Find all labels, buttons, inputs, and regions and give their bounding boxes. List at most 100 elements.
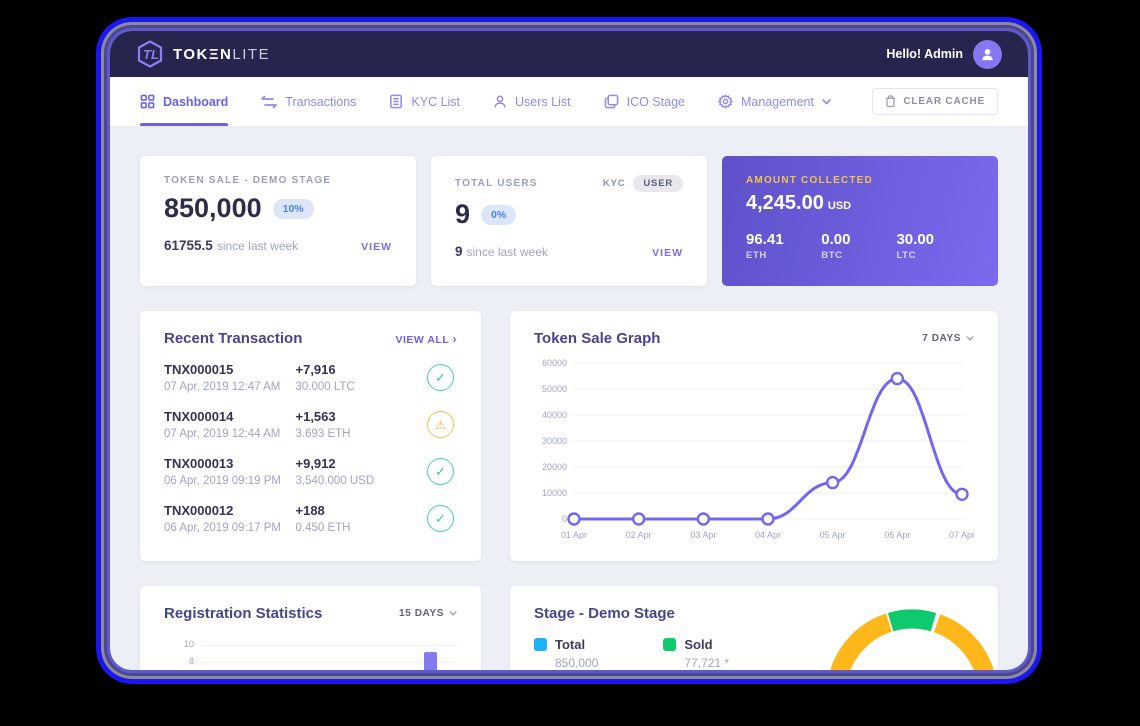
tab-label: Transactions	[285, 94, 357, 109]
token-sale-graph-title: Token Sale Graph	[534, 330, 661, 347]
tab-dashboard[interactable]: Dashboard	[140, 77, 229, 126]
tx-id: TNX000013	[164, 456, 234, 471]
amount-btc: 0.00 BTC	[821, 231, 851, 261]
tab-users-list[interactable]: Users List	[493, 77, 571, 126]
amount-collected-title: AMOUNT COLLECTED	[746, 175, 873, 186]
middle-row: Recent Transaction VIEW ALL › TNX000015 0…	[140, 311, 998, 561]
registration-range-label: 15 DAYS	[399, 608, 444, 619]
legend-sold: Sold 77,721 *	[663, 637, 729, 670]
token-sale-view-link[interactable]: VIEW	[361, 241, 392, 253]
svg-text:30000: 30000	[542, 436, 567, 446]
tx-amount: +7,916	[295, 362, 336, 377]
status-success-icon: ✓	[427, 364, 454, 391]
transaction-row[interactable]: TNX000013 06 Apr, 2019 09:19 PM +9,912 3,5…	[164, 456, 457, 487]
tx-date: 07 Apr, 2019 12:44 AM	[164, 428, 281, 440]
token-sale-badge: 10%	[272, 198, 314, 219]
token-sale-line-chart: 0 10000 20000 30000 40000 50000 60000 01 Apr 02 …	[542, 358, 975, 540]
status-success-icon: ✓	[427, 505, 454, 532]
stage-demo-title: Stage - Demo Stage	[534, 605, 675, 622]
top-navbar: TL TOKΞNLITE Hello! Admin	[110, 31, 1028, 77]
total-users-view-link[interactable]: VIEW	[652, 247, 683, 259]
grid-icon	[140, 94, 155, 109]
tx-date: 07 Apr, 2019 12:47 AM	[164, 381, 281, 393]
list-icon	[390, 94, 403, 109]
tx-amount: +1,563	[295, 409, 336, 424]
svg-text:05 Apr: 05 Apr	[820, 530, 846, 540]
transaction-row[interactable]: TNX000014 07 Apr, 2019 12:44 AM +1,563 3.6…	[164, 409, 457, 440]
legend-total: Total 850,000	[534, 637, 598, 670]
greeting-text: Hello! Admin	[886, 47, 963, 61]
clear-cache-label: CLEAR CACHE	[903, 96, 985, 107]
total-users-value: 9	[455, 199, 471, 229]
avatar[interactable]	[973, 39, 1002, 69]
toggle-kyc[interactable]: KYC	[602, 178, 626, 189]
token-sale-value: 850,000	[164, 193, 262, 223]
chevron-down-icon	[449, 611, 457, 616]
registration-statistics-card: Registration Statistics 15 DAYS 10 8	[140, 586, 481, 670]
transaction-row[interactable]: TNX000015 07 Apr, 2019 12:47 AM +7,916 30.…	[164, 362, 457, 393]
tx-detail: 3.693 ETH	[295, 428, 351, 440]
stats-row: TOKEN SALE - DEMO STAGE 850,000 10% 6175…	[140, 156, 998, 286]
tokenlite-logo-icon: TL	[137, 40, 163, 68]
chevron-down-icon	[966, 336, 974, 341]
svg-text:06 Apr: 06 Apr	[884, 530, 910, 540]
stage-donut-chart	[812, 595, 998, 670]
total-users-delta: 9 since last week	[455, 244, 548, 259]
total-users-title: TOTAL USERS	[455, 178, 538, 189]
stage-demo-card: Stage - Demo Stage Total 850,000 Sold 77…	[510, 586, 998, 670]
gridline	[202, 662, 457, 663]
tab-management[interactable]: Management	[718, 77, 831, 126]
svg-text:40000: 40000	[542, 410, 567, 420]
transaction-row[interactable]: TNX000012 06 Apr, 2019 09:17 PM +188 0.450…	[164, 503, 457, 534]
token-sale-graph-card: Token Sale Graph 7 DAYS 0 10000 20000 30000…	[510, 311, 998, 561]
user-icon	[494, 95, 506, 108]
tx-detail: 3,540.000 USD	[295, 475, 375, 487]
svg-text:10000: 10000	[542, 488, 567, 498]
tx-amount: +9,912	[295, 456, 336, 471]
recent-transactions-card: Recent Transaction VIEW ALL › TNX000015 0…	[140, 311, 481, 561]
token-sale-card: TOKEN SALE - DEMO STAGE 850,000 10% 6175…	[140, 156, 416, 286]
total-swatch	[534, 638, 547, 651]
svg-text:50000: 50000	[542, 384, 567, 394]
ytick-10: 10	[183, 639, 194, 649]
amount-eth: 96.41 ETH	[746, 231, 784, 261]
tx-date: 06 Apr, 2019 09:19 PM	[164, 475, 282, 487]
tab-label: ICO Stage	[626, 94, 685, 109]
gear-icon	[718, 94, 733, 109]
ytick-8: 8	[188, 656, 194, 666]
tx-date: 06 Apr, 2019 09:17 PM	[164, 522, 282, 534]
token-sale-title: TOKEN SALE - DEMO STAGE	[164, 175, 332, 186]
graph-range-select[interactable]: 7 DAYS	[922, 333, 974, 344]
registration-range-select[interactable]: 15 DAYS	[399, 608, 457, 619]
svg-text:03 Apr: 03 Apr	[690, 530, 716, 540]
tab-label: Management	[740, 94, 814, 109]
brand-logo-group[interactable]: TL TOKΞNLITE	[136, 40, 270, 68]
amount-collected-value: 4,245.00 USD	[746, 192, 852, 214]
total-users-badge: 0%	[481, 204, 517, 225]
tab-label: Dashboard	[163, 94, 229, 109]
total-users-card: TOTAL USERS KYC USER 9 0% 9 since last we…	[431, 156, 707, 286]
clear-cache-button[interactable]: CLEAR CACHE	[872, 88, 998, 115]
svg-text:02 Apr: 02 Apr	[626, 530, 652, 540]
sold-swatch	[663, 638, 677, 651]
tab-label: Users List	[515, 94, 571, 109]
cube-icon	[604, 94, 618, 109]
toggle-user[interactable]: USER	[633, 175, 683, 192]
app-window: TL TOKΞNLITE Hello! Admin	[110, 31, 1028, 670]
view-all-link[interactable]: VIEW ALL ›	[395, 331, 457, 346]
amount-collected-card: AMOUNT COLLECTED 4,245.00 USD 96.41 ETH 0.…	[722, 156, 998, 286]
tab-ico-stage[interactable]: ICO Stage	[604, 77, 685, 126]
registration-bar	[424, 652, 437, 670]
svg-text:0: 0	[562, 514, 567, 524]
tab-transactions[interactable]: Transactions	[261, 77, 356, 126]
kyc-user-toggle: KYC USER	[603, 175, 683, 192]
brand-name: TOKΞNLITE	[173, 45, 271, 63]
amount-ltc: 30.00 LTC	[896, 231, 935, 261]
svg-text:TL: TL	[143, 47, 159, 62]
svg-text:04 Apr: 04 Apr	[755, 530, 781, 540]
registration-statistics-title: Registration Statistics	[164, 605, 323, 622]
tab-kyc-list[interactable]: KYC List	[389, 77, 460, 126]
token-sale-delta: 61755.5 since last week	[164, 238, 299, 253]
recent-transactions-title: Recent Transaction	[164, 330, 303, 347]
